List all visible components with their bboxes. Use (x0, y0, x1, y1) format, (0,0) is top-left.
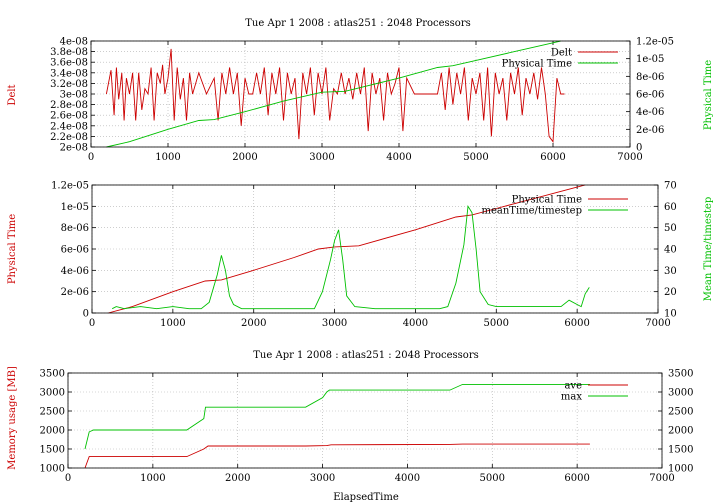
x-tick-label: 2000 (241, 318, 266, 329)
y-tick-label-left: 3500 (40, 369, 65, 380)
y-tick-label-left: 1.2e-05 (51, 181, 89, 192)
y-tick-label-left: 2.2e-08 (50, 132, 88, 143)
y-tick-label-right: 3500 (668, 369, 693, 380)
delt-physical-time-chart: Tue Apr 1 2008 : atlas251 : 2048 Process… (7, 18, 714, 163)
x-tick-label: 3000 (309, 152, 334, 163)
plot-frame (91, 184, 659, 314)
x-tick-label: 1000 (155, 152, 180, 163)
y-tick-label-right: 1e-05 (636, 54, 664, 65)
right-axis-label: Physical Time (703, 60, 714, 130)
y-tick-label-right: 1.2e-05 (636, 37, 674, 48)
y-tick-label-left: 3.8e-08 (50, 47, 88, 58)
y-tick-label-left: 3.6e-08 (50, 58, 88, 69)
y-tick-label-right: 2000 (668, 426, 693, 437)
y-tick-label-left: 2e-08 (60, 143, 88, 154)
y-tick-label-right: 1000 (668, 464, 693, 475)
y-tick-label-right: 0 (636, 143, 642, 154)
x-tick-label: 3000 (310, 473, 335, 484)
y-tick-label-left: 2e-06 (61, 287, 89, 298)
y-tick-label-right: 20 (664, 287, 677, 298)
x-tick-label: 4000 (395, 473, 420, 484)
y-tick-label-left: 2.6e-08 (50, 111, 88, 122)
legend-label: ave (564, 381, 582, 392)
y-tick-label-left: 3.4e-08 (50, 68, 88, 79)
x-tick-label: 7000 (649, 473, 674, 484)
y-tick-label-right: 2e-06 (636, 125, 664, 136)
x-tick-label: 5000 (463, 152, 488, 163)
y-tick-label-right: 6e-06 (636, 90, 664, 101)
y-tick-label-left: 6e-06 (61, 245, 89, 256)
x-tick-label: 2000 (225, 473, 250, 484)
y-tick-label-left: 2500 (40, 407, 65, 418)
physical-time-mean-time-chart: Physical Time Mean Time/timestep 0 1000 20… (7, 181, 714, 330)
left-axis-label: Physical Time (7, 214, 18, 284)
y-tick-label-right: 30 (664, 266, 677, 277)
y-tick-label-left: 1000 (40, 464, 65, 475)
legend-label: meanTime/timestep (481, 206, 582, 217)
y-tick-label-right: 3000 (668, 388, 693, 399)
series-line-physical-time (106, 40, 561, 148)
x-tick-label: 6000 (540, 152, 565, 163)
x-tick-label: 0 (65, 473, 71, 484)
x-tick-label: 1000 (160, 318, 185, 329)
series-line-ave (84, 443, 590, 469)
y-tick-label-left: 2.8e-08 (50, 100, 88, 111)
plot-frame (67, 372, 663, 469)
x-tick-label: 4000 (386, 152, 411, 163)
y-tick-label-right: 40 (664, 245, 677, 256)
y-tick-label-left: 3000 (40, 388, 65, 399)
x-tick-label: 0 (89, 318, 95, 329)
legend-label: Delt (551, 48, 572, 59)
y-tick-label-left: 8e-06 (61, 223, 89, 234)
series-line-meantime-timestep (111, 204, 590, 310)
plot-frame (90, 40, 631, 148)
chart-title: Tue Apr 1 2008 : atlas251 : 2048 Process… (245, 18, 470, 29)
left-axis-label: Delt (7, 84, 18, 105)
x-tick-label: 6000 (564, 473, 589, 484)
x-tick-label: 5000 (480, 473, 505, 484)
legend-label: max (561, 392, 582, 403)
y-tick-label-right: 60 (664, 202, 677, 213)
x-tick-label: 4000 (403, 318, 428, 329)
y-tick-label-right: 70 (664, 181, 677, 192)
y-tick-label-right: 4e-06 (636, 107, 664, 118)
y-tick-label-right: 2500 (668, 407, 693, 418)
x-tick-label: 5000 (484, 318, 509, 329)
y-tick-label-left: 4e-06 (61, 266, 89, 277)
y-tick-label-left: 1e-05 (61, 202, 89, 213)
y-tick-label-right: 10 (664, 309, 677, 320)
y-tick-label-left: 0 (83, 309, 89, 320)
x-axis-label: ElapsedTime (333, 492, 399, 503)
legend-label: Physical Time (502, 59, 572, 70)
series-line-physical-time (108, 184, 586, 314)
chart-title: Tue Apr 1 2008 : atlas251 : 2048 Process… (253, 350, 478, 361)
x-tick-label: 1000 (140, 473, 165, 484)
x-tick-label: 3000 (322, 318, 347, 329)
x-tick-label: 0 (88, 152, 94, 163)
x-tick-label: 2000 (232, 152, 257, 163)
x-tick-label: 6000 (564, 318, 589, 329)
right-axis-label: Mean Time/timestep (703, 197, 714, 301)
y-tick-label-left: 1500 (40, 445, 65, 456)
y-tick-label-left: 2.4e-08 (50, 121, 88, 132)
y-tick-label-left: 3e-08 (60, 90, 88, 101)
legend-label: Physical Time (512, 195, 582, 206)
left-axis-label: Memory usage [MB] (7, 366, 18, 470)
y-tick-label-right: 8e-06 (636, 72, 664, 83)
x-tick-label: 7000 (617, 152, 642, 163)
y-tick-label-right: 50 (664, 223, 677, 234)
y-tick-label-right: 1500 (668, 445, 693, 456)
memory-usage-chart: Tue Apr 1 2008 : atlas251 : 2048 Process… (7, 350, 693, 503)
series-line-max (84, 383, 590, 450)
series-line-delt (105, 48, 565, 143)
x-tick-label: 7000 (645, 318, 670, 329)
y-tick-label-left: 4e-08 (60, 37, 88, 48)
y-tick-label-left: 3.2e-08 (50, 79, 88, 90)
y-tick-label-left: 2000 (40, 426, 65, 437)
